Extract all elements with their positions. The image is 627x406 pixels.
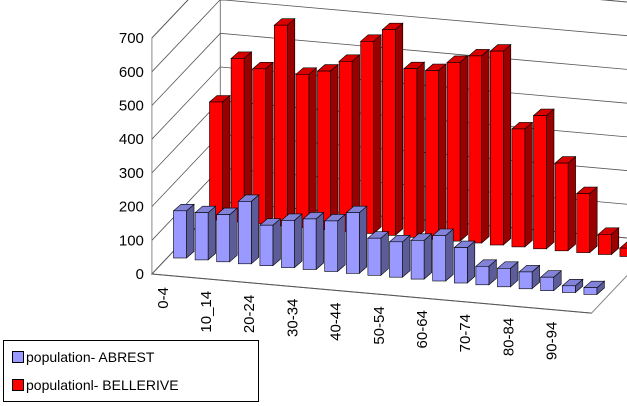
y-tick-label-700: 700 xyxy=(119,30,144,47)
x-tick-label-30-34: 30-34 xyxy=(284,299,301,337)
bar-abrest-60-64 xyxy=(433,229,454,281)
bar-abrest-30-34 xyxy=(303,212,324,269)
bar-bellerive-60-64 xyxy=(469,49,490,243)
legend-label-bellerive: populationl- BELLERIVE xyxy=(26,377,179,393)
bar-bellerive-15-19 xyxy=(274,19,295,226)
x-tick-label-70-74: 70-74 xyxy=(457,314,474,352)
y-tick-label-200: 200 xyxy=(119,199,144,216)
bar-bellerive-0-4 xyxy=(210,96,231,221)
bar-abrest-20-24 xyxy=(260,219,281,266)
legend: population- ABREST populationl- BELLERIV… xyxy=(3,340,259,402)
y-tick-label-400: 400 xyxy=(119,131,144,148)
bar-abrest-40-44 xyxy=(346,206,367,273)
bar-bellerive-65-69 xyxy=(490,45,511,245)
legend-swatch-bellerive xyxy=(12,379,24,391)
y-tick-label-100: 100 xyxy=(119,232,144,249)
bar-abrest-70-74 xyxy=(476,260,497,285)
bar-bellerive-40-44 xyxy=(382,23,403,235)
x-tick-label-0-4: 0-4 xyxy=(155,287,172,309)
bar-abrest-25-29 xyxy=(282,214,303,268)
bar-bellerive-45-49 xyxy=(404,62,425,237)
bar-abrest-10_14 xyxy=(217,208,238,262)
y-tick-label-0: 0 xyxy=(136,266,144,283)
bar-bellerive-25-29 xyxy=(318,65,339,230)
bar-bellerive-80-84 xyxy=(555,157,576,251)
y-tick-label-500: 500 xyxy=(119,97,144,114)
x-tick-label-80-84: 80-84 xyxy=(500,318,517,356)
y-tick-label-300: 300 xyxy=(119,165,144,182)
legend-item-abrest: population- ABREST xyxy=(12,349,154,365)
bar-abrest-65-69 xyxy=(454,241,475,283)
bar-abrest-55-59 xyxy=(411,234,432,279)
x-tick-label-40-44: 40-44 xyxy=(328,303,345,341)
bar-bellerive-85-89 xyxy=(577,187,598,253)
bar-abrest-35-39 xyxy=(325,214,346,271)
bar-abrest-5-9 xyxy=(195,206,216,260)
bar-abrest-45-49 xyxy=(368,232,389,276)
bar-bellerive-90-94 xyxy=(598,228,619,255)
bar-bellerive-35-39 xyxy=(361,35,382,234)
bar-abrest-75-79 xyxy=(498,262,519,287)
x-tick-label-10_14: 10_14 xyxy=(198,291,215,333)
bar-abrest-0-4 xyxy=(174,204,195,258)
bar-bellerive-70-74 xyxy=(512,122,533,246)
x-tick-label-20-24: 20-24 xyxy=(241,295,258,333)
x-tick-label-50-54: 50-54 xyxy=(371,306,388,344)
x-tick-label-60-64: 60-64 xyxy=(414,310,431,348)
bar-abrest-50-54 xyxy=(390,235,411,277)
bar-bellerive-50-54 xyxy=(426,64,447,239)
bar-bellerive-20-24 xyxy=(296,68,317,228)
bar-bellerive-30-34 xyxy=(339,55,360,232)
x-tick-label-90-94: 90-94 xyxy=(544,322,561,360)
legend-label-abrest: population- ABREST xyxy=(26,349,154,365)
legend-swatch-abrest xyxy=(12,351,24,363)
bar-abrest-15-19 xyxy=(238,195,258,264)
legend-item-bellerive: populationl- BELLERIVE xyxy=(12,377,179,393)
y-axis-tick-labels: 0 100 200 300 400 500 600 700 xyxy=(119,30,144,283)
bar-bellerive-75-79 xyxy=(534,109,555,249)
y-tick-label-600: 600 xyxy=(119,64,144,81)
bar-bellerive-55-59 xyxy=(447,56,468,241)
